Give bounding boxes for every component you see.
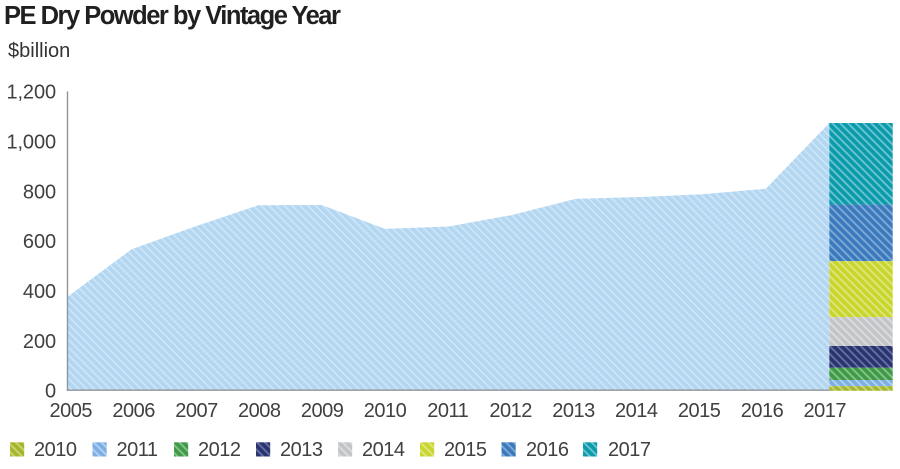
svg-text:2005: 2005 bbox=[50, 400, 93, 422]
svg-text:200: 200 bbox=[23, 331, 56, 353]
svg-text:2008: 2008 bbox=[238, 400, 281, 422]
svg-text:1,000: 1,000 bbox=[6, 132, 56, 154]
svg-text:2013: 2013 bbox=[280, 439, 323, 461]
svg-text:2006: 2006 bbox=[112, 400, 155, 422]
svg-text:1,200: 1,200 bbox=[6, 82, 56, 104]
svg-text:2011: 2011 bbox=[427, 400, 468, 422]
svg-text:2017: 2017 bbox=[804, 400, 847, 422]
svg-text:2016: 2016 bbox=[526, 439, 569, 461]
svg-text:2013: 2013 bbox=[552, 400, 595, 422]
svg-text:800: 800 bbox=[23, 181, 56, 203]
svg-text:400: 400 bbox=[23, 281, 56, 303]
svg-text:2016: 2016 bbox=[741, 400, 784, 422]
svg-text:2007: 2007 bbox=[175, 400, 218, 422]
svg-text:2010: 2010 bbox=[364, 400, 407, 422]
svg-text:2012: 2012 bbox=[198, 439, 241, 461]
svg-text:2012: 2012 bbox=[489, 400, 532, 422]
svg-text:2009: 2009 bbox=[301, 400, 344, 422]
svg-text:$billion: $billion bbox=[8, 40, 70, 62]
svg-text:2015: 2015 bbox=[678, 400, 721, 422]
svg-text:2017: 2017 bbox=[608, 439, 651, 461]
svg-text:2015: 2015 bbox=[444, 439, 487, 461]
svg-text:2014: 2014 bbox=[615, 400, 658, 422]
svg-text:0: 0 bbox=[45, 381, 56, 403]
svg-text:PE Dry Powder by Vintage Year: PE Dry Powder by Vintage Year bbox=[4, 2, 341, 30]
svg-text:2014: 2014 bbox=[362, 439, 405, 461]
svg-text:600: 600 bbox=[23, 231, 56, 253]
svg-text:2011: 2011 bbox=[117, 439, 158, 461]
svg-text:2010: 2010 bbox=[34, 439, 77, 461]
